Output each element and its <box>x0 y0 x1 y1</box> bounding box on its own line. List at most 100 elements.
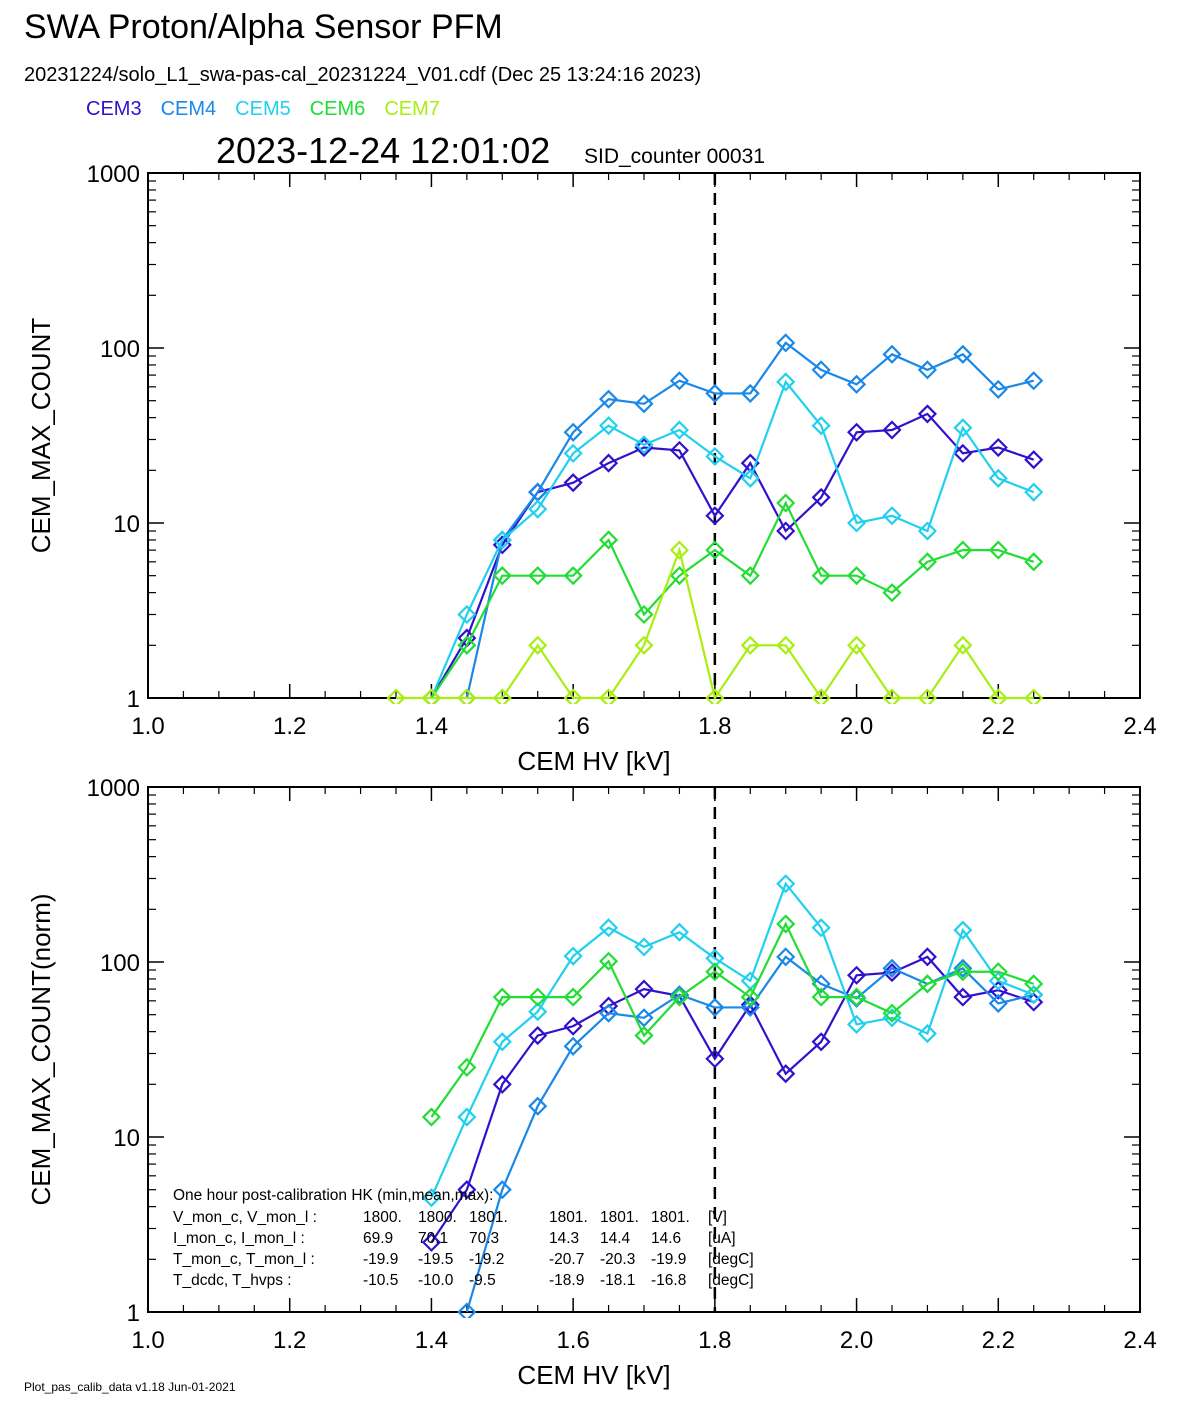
data-point-cem6 <box>457 1057 477 1077</box>
hk-cell: -18.9 <box>549 1272 584 1289</box>
data-point-cem5 <box>776 372 796 392</box>
y-tick-label: 1 <box>127 686 140 713</box>
data-point-cem3 <box>811 487 831 507</box>
data-point-cem3 <box>705 1049 725 1069</box>
data-point-cem5 <box>669 420 689 440</box>
data-point-cem4 <box>669 371 689 391</box>
data-point-cem5 <box>705 446 725 467</box>
legend-entry-cem7: CEM7 <box>384 98 440 120</box>
x-tick-label: 1.0 <box>131 713 164 740</box>
x-tick-label: 2.4 <box>1123 713 1156 740</box>
hk-cell: 70.1 <box>418 1230 448 1247</box>
data-point-cem6 <box>882 1003 902 1023</box>
data-point-cem4 <box>563 1036 583 1056</box>
data-point-cem5 <box>634 435 654 455</box>
data-point-cem5 <box>599 416 619 436</box>
data-point-cem4 <box>988 379 1008 399</box>
hk-title: One hour post-calibration HK (min,mean,m… <box>173 1187 493 1204</box>
data-point-cem6 <box>528 987 548 1007</box>
y-tick-label: 1000 <box>87 775 140 802</box>
data-point-cem4 <box>882 958 902 978</box>
y-tick-label: 1 <box>127 1300 140 1327</box>
hk-cell: -10.0 <box>418 1272 454 1289</box>
data-point-cem3 <box>563 1016 583 1036</box>
data-point-cem6 <box>776 914 796 934</box>
data-point-cem3 <box>1024 450 1044 470</box>
data-point-cem3 <box>528 1025 548 1046</box>
data-point-cem4 <box>953 958 973 978</box>
series-group <box>386 333 1044 704</box>
hk-cell: -10.5 <box>363 1272 398 1289</box>
hk-cell: -19.5 <box>418 1251 453 1268</box>
data-point-cem7 <box>740 635 760 655</box>
data-point-cem3 <box>847 965 867 985</box>
data-point-cem6 <box>1024 552 1044 572</box>
x-tick-label: 1.6 <box>556 713 589 740</box>
data-point-cem6 <box>847 987 867 1007</box>
data-point-cem5 <box>528 1002 548 1022</box>
data-point-cem3 <box>1024 992 1044 1012</box>
data-point-cem3 <box>492 1074 512 1094</box>
data-point-cem4 <box>811 360 831 380</box>
data-point-cem7 <box>669 540 689 560</box>
data-point-cem7 <box>917 688 937 704</box>
x-tick-label: 2.4 <box>1123 1327 1156 1354</box>
data-point-cem3 <box>953 443 973 463</box>
x-tick-label: 1.0 <box>131 1327 164 1354</box>
hk-cell: -19.9 <box>363 1251 398 1268</box>
file-subtitle: 20231224/solo_L1_swa-pas-cal_20231224_V0… <box>24 64 702 86</box>
data-point-cem3 <box>669 440 689 460</box>
hk-cell: -20.7 <box>549 1251 584 1268</box>
data-point-cem6 <box>811 566 831 586</box>
hk-cell: [V] <box>708 1209 727 1226</box>
data-point-cem6 <box>669 987 689 1007</box>
data-point-cem5 <box>599 918 619 938</box>
series-line-cem3 <box>430 955 1035 1243</box>
hk-cell: -19.9 <box>651 1251 686 1268</box>
data-point-cem5 <box>528 499 548 519</box>
data-point-cem6 <box>599 951 619 971</box>
series-line-cem5 <box>430 379 1035 699</box>
data-point-cem4 <box>599 1003 619 1023</box>
data-point-cem5 <box>988 468 1008 488</box>
hk-cell: 1801. <box>549 1209 588 1226</box>
data-point-cem6 <box>528 566 548 586</box>
data-point-cem6 <box>988 962 1008 982</box>
data-point-cem4 <box>563 422 583 442</box>
data-point-cem7 <box>988 688 1008 704</box>
data-point-cem5 <box>776 874 796 894</box>
data-point-cem5 <box>457 604 477 625</box>
data-point-cem5 <box>917 1024 937 1044</box>
hk-cell: T_mon_c, T_mon_l : <box>173 1251 315 1268</box>
y-tick-label: 10 <box>113 511 140 538</box>
hk-cell: 1801. <box>651 1209 690 1226</box>
data-point-cem5 <box>811 918 831 938</box>
data-point-cem3 <box>917 404 937 424</box>
hk-cell: -20.3 <box>600 1251 635 1268</box>
hk-cell: [uA] <box>708 1230 736 1247</box>
hk-cell: I_mon_c, I_mon_l : <box>173 1230 305 1247</box>
data-point-cem3 <box>599 453 619 473</box>
data-point-cem6 <box>634 1025 654 1046</box>
data-point-cem4 <box>847 374 867 394</box>
data-point-cem7 <box>563 688 583 704</box>
data-point-cem3 <box>776 521 796 541</box>
data-point-cem3 <box>421 1232 441 1252</box>
y-tick-label: 10 <box>113 1125 140 1152</box>
data-point-cem4 <box>705 997 725 1017</box>
x-axis-title: CEM HV [kV] <box>517 1360 670 1390</box>
data-point-cem5 <box>457 1107 477 1127</box>
data-point-cem4 <box>917 360 937 380</box>
series-line-cem7 <box>396 546 1034 701</box>
hk-cell: 70.3 <box>469 1230 499 1247</box>
footer-version: Plot_pas_calib_data v1.18 Jun-01-2021 <box>24 1380 236 1394</box>
data-point-cem3 <box>457 1180 477 1200</box>
data-point-cem7 <box>599 688 619 704</box>
series-line-cem6 <box>430 921 1035 1118</box>
data-point-cem7 <box>705 688 725 704</box>
data-point-cem4 <box>492 1180 512 1200</box>
data-point-cem7 <box>528 635 548 655</box>
data-point-cem5 <box>1024 482 1044 502</box>
y-tick-label: 100 <box>100 950 140 977</box>
x-axis-title: CEM HV [kV] <box>517 746 670 776</box>
